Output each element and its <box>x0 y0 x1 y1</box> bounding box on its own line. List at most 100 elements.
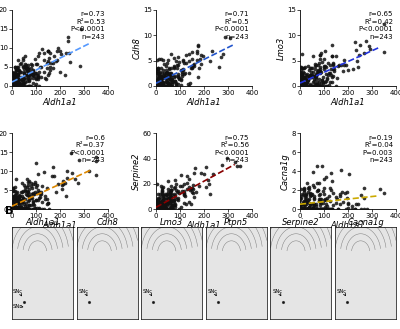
Point <box>175 207 182 212</box>
Point <box>302 76 308 81</box>
Point <box>308 83 314 89</box>
Point <box>192 190 199 195</box>
Point <box>10 83 16 89</box>
Point <box>21 64 28 69</box>
Point <box>24 198 31 204</box>
Point <box>25 189 32 194</box>
Point <box>186 176 192 181</box>
Point <box>158 73 164 78</box>
Point <box>45 60 52 65</box>
Point <box>304 207 311 212</box>
Point <box>30 68 36 74</box>
Point <box>160 83 166 89</box>
Point <box>172 201 179 207</box>
Point <box>21 201 28 206</box>
Point <box>10 80 17 85</box>
Point <box>169 77 176 82</box>
Point <box>32 83 38 89</box>
Point <box>306 207 313 212</box>
Point <box>156 207 162 212</box>
Point <box>302 192 308 197</box>
Point <box>156 83 163 89</box>
Point <box>155 80 162 86</box>
Point <box>311 83 317 89</box>
Point <box>22 83 29 89</box>
Point <box>178 82 184 87</box>
Point <box>176 60 182 65</box>
Point <box>24 72 30 78</box>
Point <box>158 83 164 89</box>
Point <box>164 191 170 196</box>
Point <box>316 198 322 203</box>
Point <box>162 207 169 212</box>
Point <box>25 192 31 197</box>
Point <box>174 189 181 194</box>
Point <box>153 206 159 211</box>
Point <box>164 79 171 85</box>
Point <box>311 185 317 190</box>
Point <box>311 195 318 200</box>
Point <box>189 56 195 62</box>
Point <box>162 204 168 210</box>
Point <box>13 76 19 81</box>
Point <box>316 60 322 65</box>
Point <box>202 165 209 170</box>
Point <box>42 76 48 81</box>
Point <box>155 83 161 89</box>
Point <box>24 203 30 209</box>
Point <box>155 65 161 70</box>
Point <box>165 80 171 85</box>
Point <box>377 187 383 192</box>
Title: Cacna1g: Cacna1g <box>347 218 384 227</box>
Point <box>166 195 172 201</box>
Point <box>318 83 324 89</box>
Point <box>302 197 309 203</box>
Point <box>11 207 17 212</box>
Point <box>298 207 304 212</box>
Point <box>23 205 30 210</box>
Point <box>301 83 307 89</box>
Point <box>299 65 306 70</box>
Point <box>308 207 314 212</box>
Point <box>351 207 358 212</box>
Point <box>153 207 159 212</box>
Point <box>301 207 307 212</box>
Point <box>156 57 162 62</box>
Point <box>300 207 306 212</box>
Point <box>304 207 310 212</box>
Point <box>46 55 52 61</box>
Point <box>155 83 161 89</box>
Point <box>14 207 21 212</box>
Point <box>15 204 22 209</box>
Point <box>159 83 166 89</box>
Point <box>310 74 316 79</box>
Point <box>313 69 320 74</box>
Point <box>159 75 166 80</box>
Point <box>22 207 28 212</box>
Point <box>300 201 306 206</box>
Point <box>322 196 328 201</box>
Point <box>10 193 17 198</box>
Point <box>308 83 314 89</box>
Point <box>153 205 160 210</box>
Point <box>312 203 319 209</box>
Point <box>167 83 173 89</box>
Point <box>189 65 196 70</box>
Point <box>343 63 349 68</box>
Point <box>313 76 319 82</box>
Point <box>309 83 316 89</box>
Point <box>12 64 18 69</box>
Point <box>330 203 336 208</box>
Point <box>316 52 323 58</box>
Point <box>12 79 18 84</box>
Point <box>20 207 27 212</box>
Point <box>308 207 314 212</box>
Point <box>32 205 39 210</box>
Point <box>11 194 18 200</box>
Point <box>154 202 161 207</box>
Point <box>298 195 304 201</box>
Point <box>156 83 162 89</box>
Point <box>193 57 200 63</box>
Point <box>9 207 15 212</box>
Point <box>33 184 39 189</box>
